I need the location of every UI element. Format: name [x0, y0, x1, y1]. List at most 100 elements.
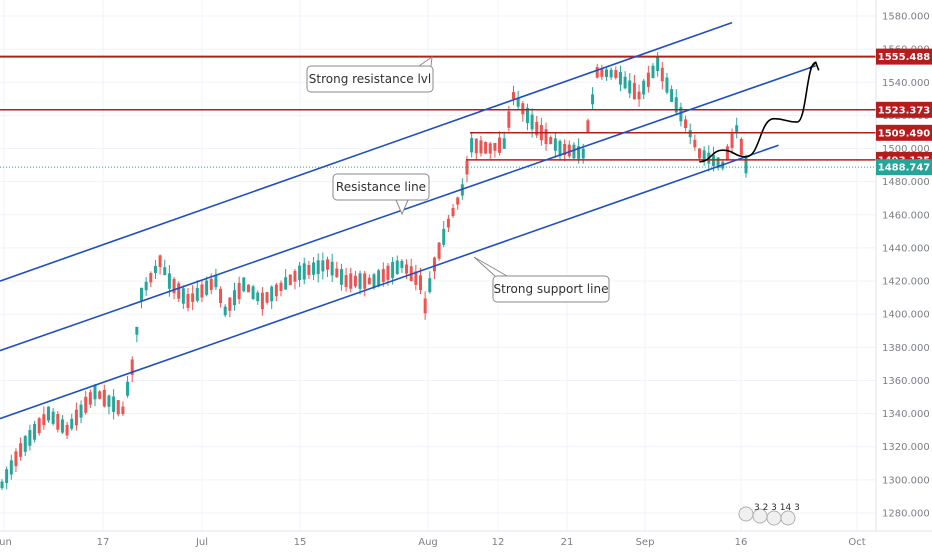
- candle-body: [223, 306, 227, 316]
- y-tick-label: 1300.000: [882, 475, 930, 486]
- candle-body: [456, 197, 460, 205]
- candle-body: [739, 138, 743, 155]
- candle-body: [326, 259, 329, 270]
- candle-body: [646, 72, 650, 87]
- y-tick-label: 1500.000: [882, 144, 930, 155]
- candle-body: [74, 409, 78, 426]
- y-tick-label: 1360.000: [882, 376, 930, 387]
- candle-body: [530, 114, 534, 130]
- candle-body: [70, 418, 74, 429]
- candle-body: [126, 381, 130, 396]
- candle-body: [437, 242, 441, 259]
- callout-label: Resistance line: [336, 180, 426, 194]
- channel-lines: [0, 21, 817, 420]
- candle-body: [284, 277, 288, 290]
- x-tick-label: 15: [294, 537, 307, 548]
- candle-body: [135, 326, 139, 335]
- candle-body: [367, 277, 371, 285]
- candle-body: [209, 278, 213, 290]
- price-tag-label: 1555.488: [878, 52, 931, 63]
- candle-body: [660, 67, 664, 82]
- callout-pointer: [395, 199, 409, 216]
- candle-body: [339, 269, 343, 285]
- y-tick-label: 1380.000: [882, 343, 930, 354]
- candle-body: [600, 68, 604, 77]
- candle-body: [558, 140, 562, 157]
- candle-body: [493, 142, 497, 151]
- candle-body: [288, 274, 292, 286]
- candle-body: [512, 92, 515, 99]
- events-counts: 3 2 3 14 3: [754, 503, 800, 513]
- candle-body: [233, 290, 236, 306]
- events-badge[interactable]: 3 2 3 14 3: [738, 503, 800, 526]
- candle-body: [535, 121, 539, 136]
- candle-body: [256, 292, 260, 302]
- x-tick-label: 16: [735, 537, 748, 548]
- candle-body: [502, 138, 506, 149]
- candle-body: [442, 228, 446, 245]
- flag-icon: [738, 506, 754, 522]
- candle-body: [307, 264, 311, 276]
- candle-body: [116, 400, 120, 415]
- candles: [0, 51, 748, 490]
- candle-body: [228, 297, 232, 311]
- upper-channel-line: [0, 21, 733, 282]
- time-axis[interactable]: Jun 17 Jul 15 Aug 12 21 Sep 16 Oct: [0, 530, 932, 548]
- candle-body: [316, 260, 320, 275]
- candle-body: [47, 406, 50, 421]
- candle-body: [484, 141, 488, 154]
- price-axis[interactable]: 1280.000 1300.000 1320.000 1340.000 1360.000…: [875, 0, 930, 531]
- y-tick-label: 1480.000: [882, 177, 930, 188]
- candle-body: [702, 150, 706, 162]
- candle-body: [377, 270, 381, 287]
- candle-body: [451, 208, 455, 217]
- candle-body: [246, 284, 250, 293]
- candle-body: [670, 89, 674, 102]
- price-tag: [876, 124, 932, 141]
- candle-body: [251, 286, 255, 299]
- x-tick-label: Jul: [195, 537, 208, 548]
- candle-body: [698, 148, 701, 159]
- candle-body: [112, 396, 116, 412]
- candle-body: [679, 107, 683, 122]
- candle-body: [479, 140, 483, 154]
- candle-body: [0, 481, 4, 489]
- x-tick-label: 12: [492, 537, 505, 548]
- candle-body: [632, 83, 636, 100]
- candle-body: [5, 469, 9, 484]
- candle-body: [405, 264, 409, 274]
- projection-path: [699, 60, 820, 163]
- callout-pointer: [418, 55, 433, 67]
- candle-body: [544, 129, 548, 144]
- candle-body: [428, 278, 432, 293]
- candle-body: [572, 144, 576, 159]
- candle-body: [553, 138, 557, 151]
- callout-box: [306, 65, 434, 93]
- candle-body: [265, 292, 269, 303]
- candle-body: [9, 460, 13, 475]
- y-tick-label: 1440.000: [882, 243, 930, 254]
- candle-body: [84, 396, 88, 413]
- candle-body: [563, 143, 567, 156]
- y-tick-label: 1320.000: [882, 442, 930, 453]
- candle-body: [37, 418, 41, 434]
- y-tick-label: 1580.000: [882, 12, 930, 23]
- last-price-tag: [876, 159, 932, 176]
- price-tag: [876, 101, 932, 118]
- x-tick-label: Oct: [848, 537, 865, 548]
- candle-body: [488, 143, 492, 154]
- candle-body: [28, 429, 32, 446]
- candle-body: [158, 255, 162, 267]
- candle-body: [623, 76, 627, 89]
- price-tag-label: 1509.490: [878, 128, 931, 139]
- candle-body: [51, 411, 55, 424]
- x-tick-label: 21: [561, 537, 574, 548]
- candle-body: [516, 97, 520, 107]
- candle-body: [656, 57, 660, 72]
- candle-body: [172, 278, 176, 294]
- candle-body: [237, 282, 241, 300]
- candle-body: [149, 273, 153, 283]
- callout: Strong resistance lvl: [306, 55, 434, 93]
- candle-body: [591, 94, 595, 105]
